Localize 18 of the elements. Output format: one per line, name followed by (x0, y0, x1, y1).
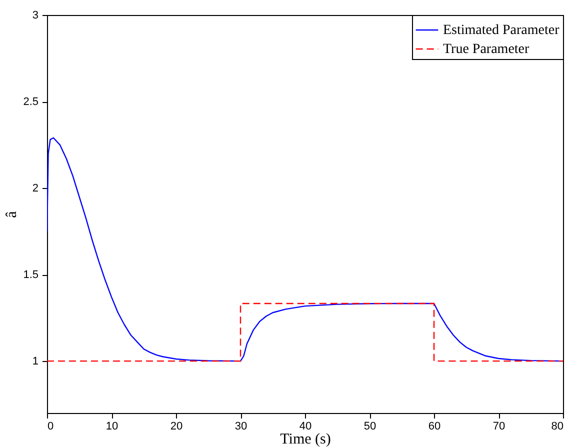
x-tick-label: 70 (492, 420, 506, 432)
x-tick-label: 40 (299, 420, 312, 432)
x-tick-label: 10 (106, 420, 118, 432)
x-tick-label: 30 (234, 420, 248, 432)
x-tick-label: 50 (364, 420, 376, 432)
y-tick-label: 2.5 (23, 96, 38, 108)
legend-label: Estimated Parameter (443, 23, 560, 38)
y-tick-label: 1 (32, 356, 38, 368)
legend-label: True Parameter (443, 42, 530, 57)
y-tick-label: 1.5 (23, 269, 38, 282)
y-axis-title: â (4, 210, 20, 218)
x-axis-title: Time (s) (280, 432, 331, 447)
x-tick-label: 0 (48, 420, 54, 432)
x-tick-label: 20 (170, 420, 183, 432)
x-tick-label: 80 (551, 420, 564, 432)
x-tick-label: 60 (428, 420, 441, 432)
y-tick-label: 3 (32, 10, 38, 22)
y-tick-label: 2 (32, 182, 38, 195)
